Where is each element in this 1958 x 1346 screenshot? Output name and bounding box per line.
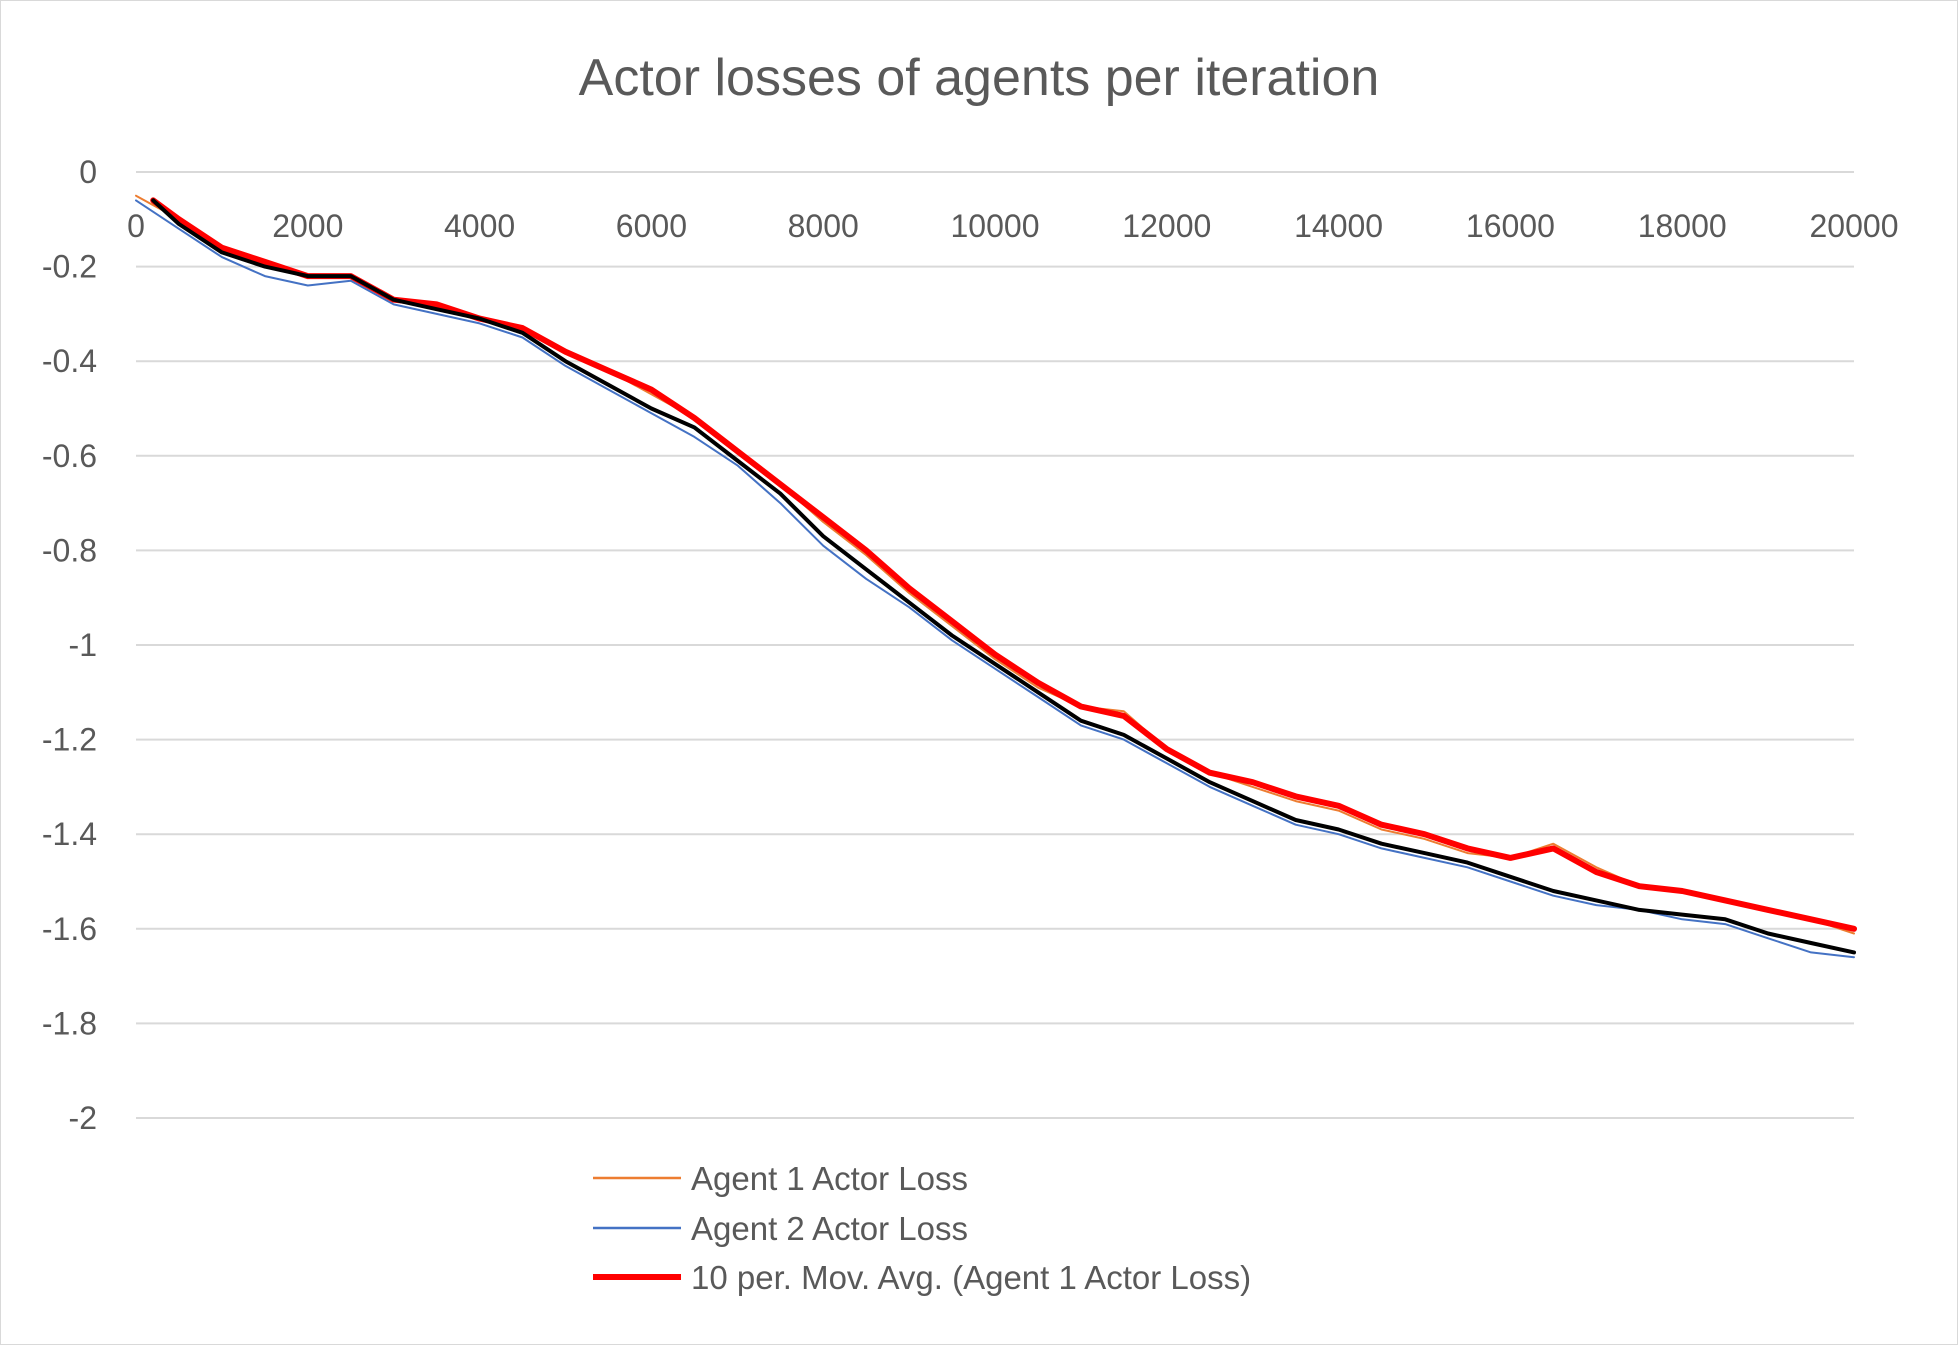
series-line-agent1	[135, 194, 1855, 935]
y-tick-label: 0	[79, 154, 97, 190]
legend-label-agent2: Agent 2 Actor Loss	[691, 1210, 968, 1247]
legend-label-agent1: Agent 1 Actor Loss	[691, 1160, 968, 1197]
series-line-agent2	[135, 199, 1855, 959]
y-tick-label: -1.8	[42, 1005, 97, 1041]
x-axis-ticks: 0 2000 4000 6000 8000 10000 12000 14000 16000 180…	[127, 208, 1898, 244]
y-tick-label: -0.6	[42, 438, 97, 474]
y-tick-label: -1.6	[42, 911, 97, 947]
x-tick-label: 0	[127, 208, 145, 244]
x-tick-label: 14000	[1294, 208, 1383, 244]
series-lines	[135, 194, 1857, 959]
x-tick-label: 8000	[788, 208, 859, 244]
chart-title: Actor losses of agents per iteration	[579, 49, 1380, 107]
x-tick-label: 2000	[272, 208, 343, 244]
y-tick-label: -0.2	[42, 249, 97, 285]
x-tick-label: 16000	[1466, 208, 1555, 244]
x-tick-label: 18000	[1638, 208, 1727, 244]
x-tick-label: 20000	[1810, 208, 1899, 244]
series-line-mavg2	[151, 198, 1856, 955]
y-tick-label: -1	[69, 627, 97, 663]
y-tick-label: -1.4	[42, 816, 97, 852]
y-axis-ticks: 0 -0.2 -0.4 -0.6 -0.8 -1 -1.2 -1.4 -1.6 -1.8 -2	[42, 154, 97, 1136]
x-tick-label: 4000	[444, 208, 515, 244]
y-tick-label: -0.4	[42, 343, 97, 379]
legend: Agent 1 Actor Loss Agent 2 Actor Loss 10…	[593, 1160, 1251, 1296]
series-line-mavg1	[150, 197, 1857, 932]
legend-label-mavg1: 10 per. Mov. Avg. (Agent 1 Actor Loss)	[691, 1259, 1251, 1296]
x-tick-label: 10000	[951, 208, 1040, 244]
x-tick-label: 6000	[616, 208, 687, 244]
gridlines	[136, 171, 1854, 1119]
y-tick-label: -0.8	[42, 532, 97, 568]
x-tick-label: 12000	[1122, 208, 1211, 244]
y-tick-label: -2	[69, 1100, 97, 1136]
y-tick-label: -1.2	[42, 722, 97, 758]
